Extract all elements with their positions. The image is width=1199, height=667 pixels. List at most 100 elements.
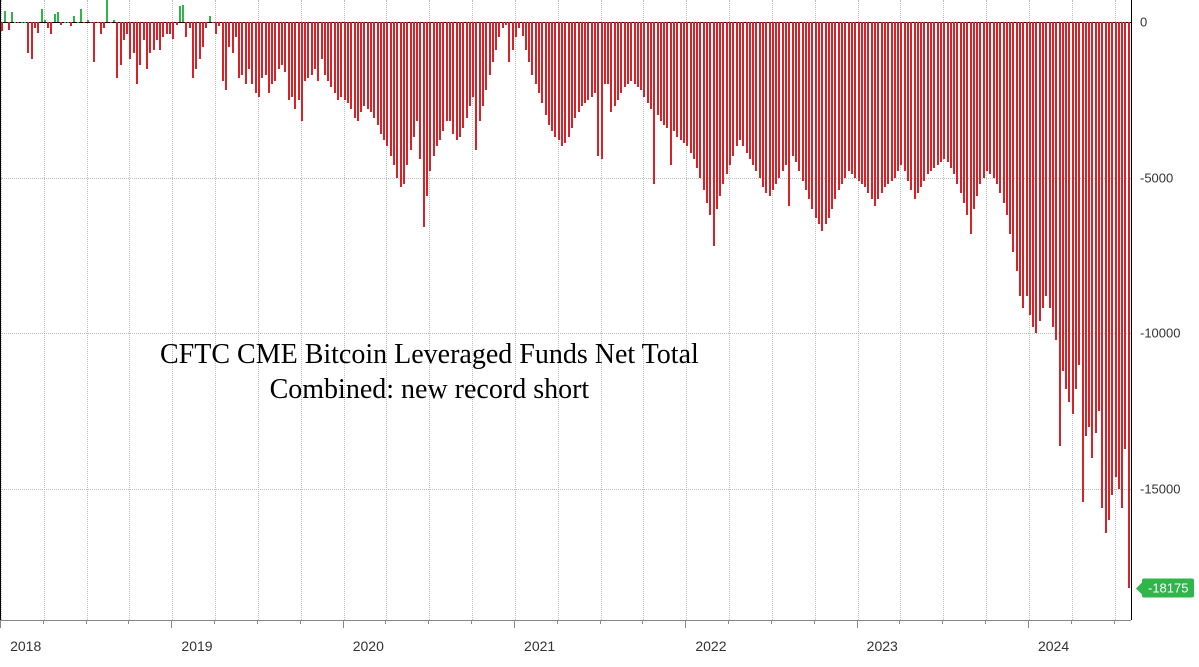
bar	[466, 22, 468, 119]
x-tick-mark-minor	[257, 620, 258, 624]
bar	[205, 22, 207, 28]
bar	[775, 22, 777, 184]
bar	[726, 22, 728, 175]
bar	[634, 22, 636, 84]
bar	[647, 22, 649, 103]
bar	[225, 22, 227, 91]
bar	[680, 22, 682, 140]
bar	[136, 22, 138, 84]
bar	[1098, 22, 1100, 411]
bar	[57, 12, 59, 21]
bar	[1072, 22, 1074, 415]
bar	[999, 22, 1001, 193]
bar	[47, 22, 49, 28]
bar	[716, 22, 718, 209]
x-tick-mark	[514, 620, 515, 628]
x-tick-mark-minor	[600, 620, 601, 624]
bar	[798, 22, 800, 172]
bar	[288, 22, 290, 100]
bar	[456, 22, 458, 140]
bar	[298, 22, 300, 100]
bar	[650, 22, 652, 109]
bar	[212, 22, 214, 24]
bar	[386, 22, 388, 147]
bar	[834, 22, 836, 200]
bar	[337, 22, 339, 100]
bar	[746, 22, 748, 153]
bar	[607, 22, 609, 84]
bar	[317, 22, 319, 81]
bar	[222, 22, 224, 81]
bar	[996, 22, 998, 184]
x-tick-label: 2022	[695, 638, 726, 654]
bar	[660, 22, 662, 122]
x-tick-mark-minor	[128, 620, 129, 624]
bar	[950, 22, 952, 168]
bar	[433, 22, 435, 156]
bar	[436, 22, 438, 147]
bar	[446, 22, 448, 122]
x-tick-mark-minor	[471, 620, 472, 624]
bar	[541, 22, 543, 103]
bar	[24, 22, 26, 23]
bar	[993, 22, 995, 178]
bar	[113, 20, 115, 22]
bar	[17, 22, 19, 24]
bar	[891, 22, 893, 181]
bar	[762, 22, 764, 187]
bar	[864, 22, 866, 187]
bar	[383, 22, 385, 140]
bar	[683, 22, 685, 144]
bar	[419, 22, 421, 159]
bar	[966, 22, 968, 215]
bar	[350, 22, 352, 109]
bar	[77, 22, 79, 23]
bar	[581, 22, 583, 106]
bar	[439, 22, 441, 140]
x-tick-mark-minor	[300, 620, 301, 624]
bar	[732, 22, 734, 156]
bar	[403, 22, 405, 184]
bar	[106, 0, 108, 22]
bar	[452, 22, 454, 134]
bar	[933, 22, 935, 168]
bar	[538, 22, 540, 94]
bar	[528, 22, 530, 63]
bar	[699, 22, 701, 178]
bar	[815, 22, 817, 218]
bar	[449, 22, 451, 122]
bar	[1016, 22, 1018, 271]
bar	[620, 22, 622, 94]
bar	[894, 22, 896, 178]
bar	[27, 22, 29, 53]
bar	[535, 22, 537, 84]
bar	[258, 22, 260, 97]
bar	[129, 22, 131, 59]
bar	[587, 22, 589, 100]
bar	[558, 22, 560, 140]
bar	[703, 22, 705, 190]
bar	[917, 22, 919, 193]
bar	[83, 22, 85, 24]
x-tick-mark-minor	[728, 620, 729, 624]
bar	[294, 22, 296, 109]
bar	[914, 22, 916, 200]
bar	[324, 22, 326, 75]
bar	[1124, 22, 1126, 449]
bar	[709, 22, 711, 215]
bar	[627, 22, 629, 84]
bar	[897, 22, 899, 172]
bar	[1032, 22, 1034, 327]
bar	[202, 22, 204, 47]
bar	[185, 22, 187, 38]
bar	[663, 22, 665, 125]
x-tick-label: 2023	[867, 638, 898, 654]
bar	[54, 14, 56, 22]
bar	[172, 22, 174, 39]
bar	[139, 22, 141, 66]
x-tick-label: 2024	[1038, 638, 1069, 654]
bar	[143, 22, 145, 41]
bar	[739, 22, 741, 140]
bar	[442, 22, 444, 131]
bar	[1121, 22, 1123, 508]
